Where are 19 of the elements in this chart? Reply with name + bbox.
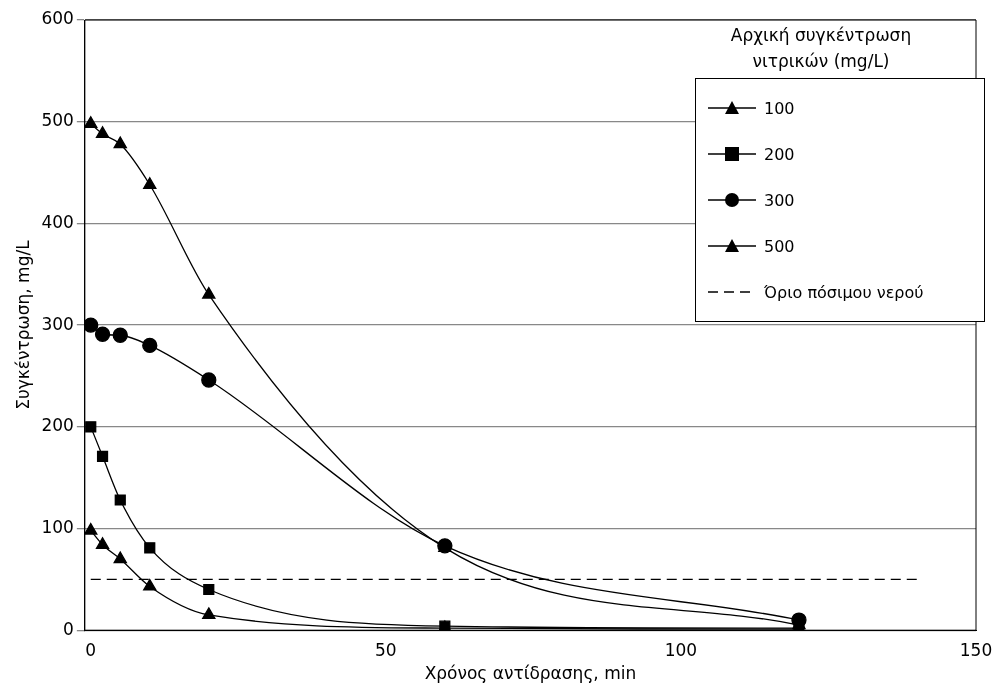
y-tick-label: 100: [41, 516, 74, 537]
y-tick-label: 300: [41, 313, 74, 334]
y-tick-label: 600: [41, 8, 74, 29]
legend-label: 300: [764, 190, 795, 210]
legend-label: Όριο πόσιμου νερού: [764, 282, 924, 302]
y-tick-label: 500: [41, 110, 74, 131]
x-axis-title: Χρόνος αντίδρασης, min: [424, 663, 637, 684]
y-axis-title: Συγκέντρωση, mg/L: [12, 239, 33, 410]
x-tick-label: 100: [664, 639, 698, 660]
legend-label: 200: [764, 144, 795, 164]
x-tick-label: 50: [375, 639, 397, 660]
y-tick-label: 0: [63, 618, 74, 639]
legend-label: 500: [764, 236, 795, 256]
y-tick-label: 200: [41, 415, 74, 436]
x-tick-label: 150: [959, 639, 993, 660]
y-tick-label: 400: [41, 211, 74, 232]
x-tick-label: 0: [85, 639, 97, 660]
legend-title: Αρχική συγκέντρωση νιτρικών (mg/L): [729, 24, 913, 73]
legend-label: 100: [764, 98, 795, 118]
